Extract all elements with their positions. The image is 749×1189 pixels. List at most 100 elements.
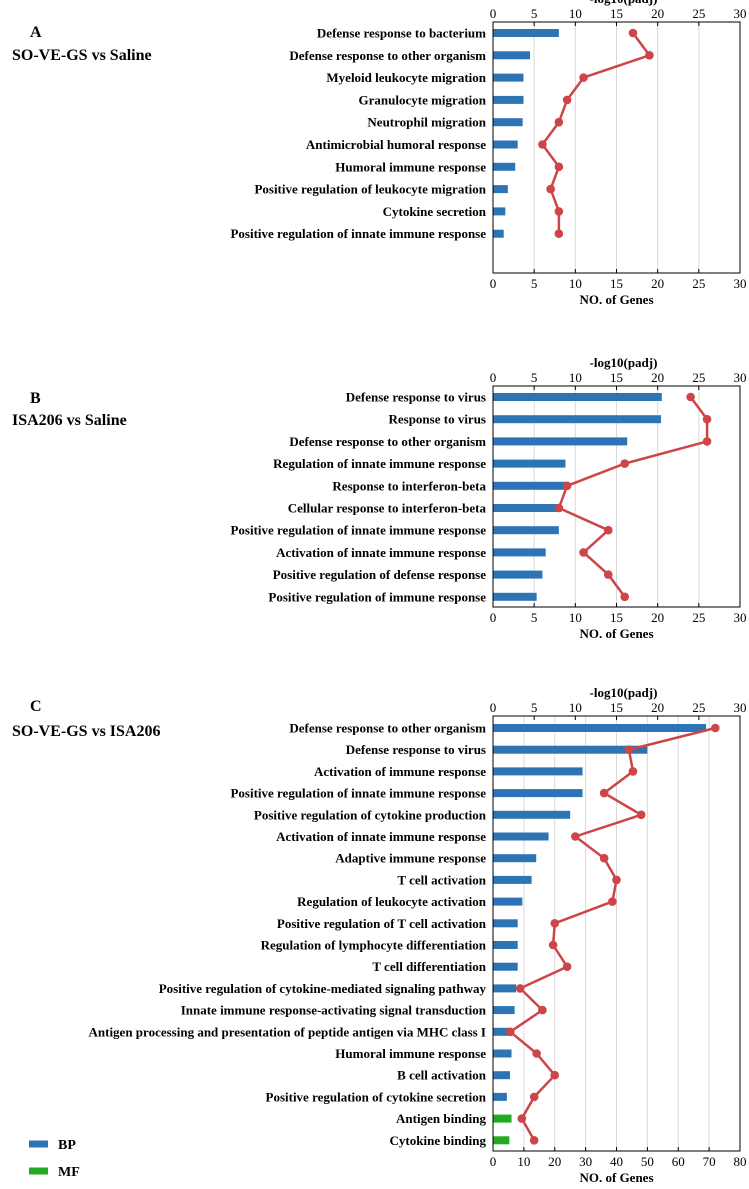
x2-tick-label: 25 bbox=[692, 370, 705, 385]
category-label: Positive regulation of defense response bbox=[273, 567, 487, 582]
padj-point bbox=[599, 788, 609, 798]
padj-point bbox=[550, 919, 560, 928]
bar bbox=[493, 767, 583, 776]
x-tick-label: 0 bbox=[490, 276, 497, 291]
category-label: Cellular response to interferon-beta bbox=[288, 501, 487, 516]
x2-tick-label: 20 bbox=[651, 370, 664, 385]
x2-axis-title: -log10(padj) bbox=[590, 355, 658, 370]
category-label: Response to virus bbox=[388, 412, 486, 427]
bar bbox=[493, 51, 531, 60]
bar bbox=[493, 1092, 507, 1101]
padj-point bbox=[550, 1070, 560, 1080]
bar bbox=[493, 504, 562, 512]
bar bbox=[493, 118, 523, 127]
x2-tick-label: 10 bbox=[569, 370, 582, 385]
category-label: Positive regulation of leukocyte migrati… bbox=[254, 182, 486, 197]
category-label: Defense response to other organism bbox=[289, 721, 486, 736]
category-label: Positive regulation of innate immune res… bbox=[230, 786, 486, 801]
bar bbox=[493, 941, 518, 949]
category-label: Defense response to bacterium bbox=[317, 26, 486, 41]
padj-point bbox=[562, 962, 572, 971]
bar bbox=[493, 984, 517, 993]
x-tick-label: 30 bbox=[734, 610, 747, 625]
bar bbox=[493, 854, 537, 863]
category-label: T cell activation bbox=[397, 872, 486, 887]
padj-point bbox=[645, 51, 654, 60]
x-tick-label: 30 bbox=[579, 1154, 592, 1169]
padj-point bbox=[554, 117, 564, 127]
x-tick-label: 15 bbox=[610, 610, 623, 625]
panel-title: ISA206 vs Saline bbox=[12, 412, 127, 429]
x-tick-label: 10 bbox=[569, 610, 582, 625]
category-label: Adaptive immune response bbox=[335, 851, 486, 866]
padj-point bbox=[702, 437, 712, 446]
x2-tick-label: 25 bbox=[692, 6, 705, 21]
category-label: Cytokine binding bbox=[390, 1133, 487, 1148]
x2-tick-label: 15 bbox=[610, 700, 623, 715]
category-label: Positive regulation of cytokine-mediated… bbox=[159, 981, 487, 996]
padj-point bbox=[603, 525, 613, 535]
padj-point bbox=[554, 229, 564, 238]
bar bbox=[493, 459, 566, 468]
bar bbox=[493, 393, 662, 401]
x-tick-label: 60 bbox=[672, 1154, 685, 1169]
category-label: Response to interferon-beta bbox=[332, 478, 486, 493]
category-label: Positive regulation of T cell activation bbox=[277, 916, 487, 931]
padj-point bbox=[608, 897, 617, 906]
bar bbox=[493, 724, 707, 732]
x-tick-label: 70 bbox=[703, 1154, 716, 1169]
x-tick-label: 20 bbox=[651, 276, 664, 291]
padj-point bbox=[599, 853, 609, 863]
x2-tick-label: 5 bbox=[531, 700, 538, 715]
x-tick-label: 10 bbox=[569, 276, 582, 291]
bar bbox=[493, 1114, 512, 1123]
category-label: Regulation of lymphocyte differentiation bbox=[261, 938, 487, 953]
padj-point bbox=[628, 28, 638, 38]
x2-tick-label: 0 bbox=[490, 700, 497, 715]
legend-label: BP bbox=[58, 1138, 76, 1153]
x-axis-title: NO. of Genes bbox=[579, 1170, 653, 1185]
category-label: Innate immune response-activating signal… bbox=[181, 1003, 487, 1018]
category-label: Activation of innate immune response bbox=[276, 829, 486, 844]
x-tick-label: 40 bbox=[610, 1154, 623, 1169]
legend-swatch bbox=[29, 1140, 48, 1148]
legend-label: MF bbox=[58, 1165, 80, 1180]
bar bbox=[493, 570, 543, 579]
category-label: Humoral immune response bbox=[335, 1046, 486, 1061]
bar bbox=[493, 832, 549, 841]
x2-tick-label: 5 bbox=[531, 6, 538, 21]
padj-line bbox=[541, 32, 651, 234]
padj-point bbox=[517, 1114, 527, 1123]
bar bbox=[493, 140, 518, 149]
category-label: Activation of immune response bbox=[314, 764, 486, 779]
bar bbox=[493, 789, 583, 798]
category-label: Positive regulation of innate immune res… bbox=[230, 523, 486, 538]
padj-point bbox=[515, 984, 525, 993]
bar bbox=[493, 1136, 510, 1145]
padj-point bbox=[702, 414, 712, 424]
x2-tick-label: 25 bbox=[692, 700, 705, 715]
bar bbox=[493, 1071, 510, 1080]
category-label: Positive regulation of innate immune res… bbox=[230, 226, 486, 241]
padj-point bbox=[562, 95, 572, 105]
bar bbox=[493, 29, 559, 37]
x2-axis-title: -log10(padj) bbox=[590, 0, 658, 6]
bar bbox=[493, 415, 661, 424]
x-tick-label: 20 bbox=[651, 610, 664, 625]
x-tick-label: 50 bbox=[641, 1154, 654, 1169]
x-tick-label: 0 bbox=[490, 1154, 497, 1169]
category-label: Cytokine secretion bbox=[383, 204, 487, 219]
padj-point bbox=[538, 140, 547, 149]
x2-tick-label: 30 bbox=[734, 6, 747, 21]
x2-tick-label: 15 bbox=[610, 6, 623, 21]
bar bbox=[493, 95, 524, 104]
category-label: Defense response to virus bbox=[346, 742, 486, 757]
bar bbox=[493, 745, 648, 754]
x2-tick-label: 20 bbox=[651, 6, 664, 21]
x-axis-title: NO. of Genes bbox=[579, 292, 653, 307]
category-label: B cell activation bbox=[397, 1068, 487, 1083]
x-tick-label: 10 bbox=[517, 1154, 530, 1169]
padj-point bbox=[571, 832, 580, 841]
x2-axis-title: -log10(padj) bbox=[590, 685, 658, 700]
category-label: Positive regulation of cytokine producti… bbox=[254, 807, 487, 822]
